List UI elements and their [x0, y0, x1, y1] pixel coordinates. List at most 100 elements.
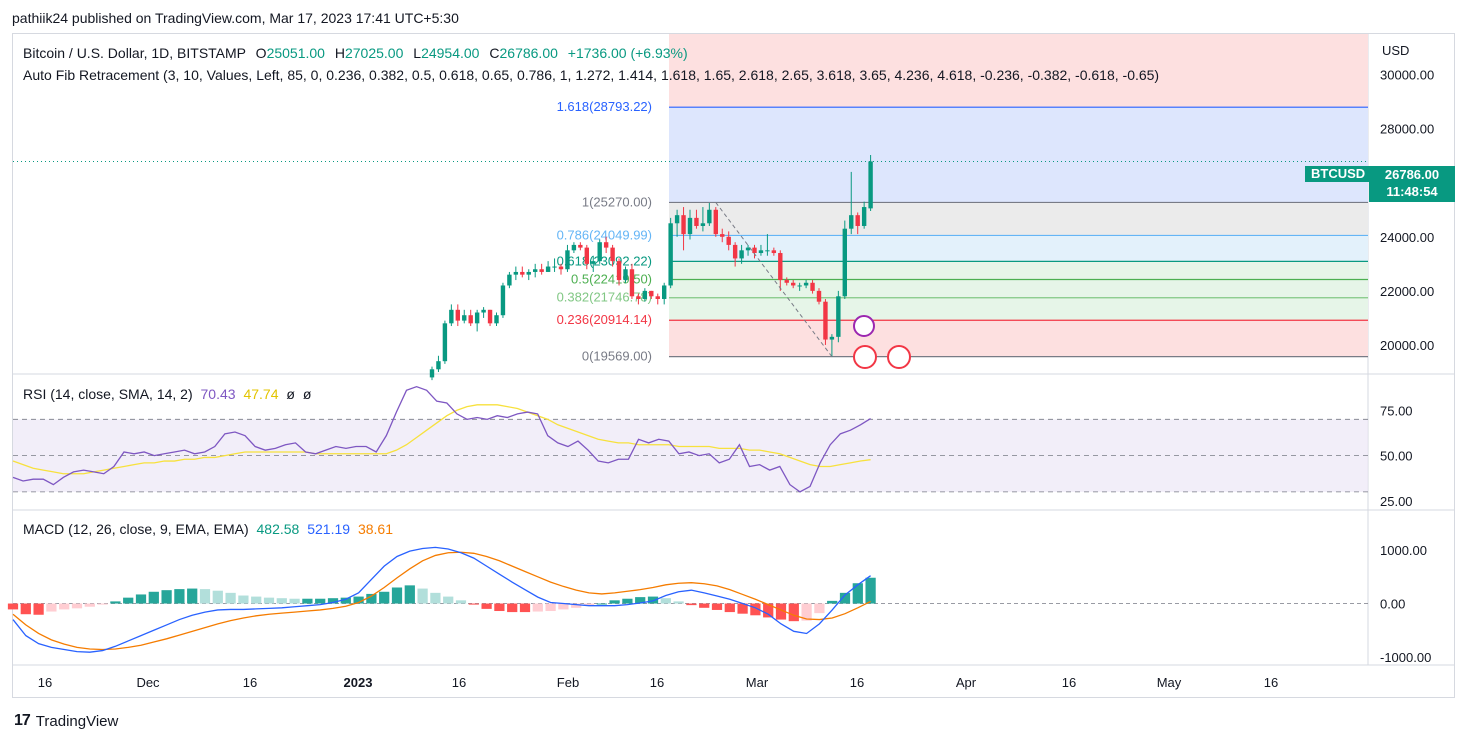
macd-histogram-bar: [481, 603, 492, 609]
macd-histogram-bar: [46, 603, 57, 612]
fib-level-label: 0.5(22419.50): [571, 272, 652, 287]
tradingview-logo-icon: 17: [14, 712, 31, 729]
candle-body: [636, 296, 641, 299]
candle-body: [681, 215, 686, 235]
fib-legend[interactable]: Auto Fib Retracement (3, 10, Values, Lef…: [23, 67, 1160, 83]
macd-hist-value: 482.58: [256, 521, 300, 537]
macd-line: [12, 546, 871, 653]
fib-zone-ext: [669, 107, 1368, 203]
candle-body: [597, 242, 602, 262]
us-flag-event-icon: [853, 345, 877, 369]
candle-body: [778, 253, 783, 281]
open-value: 25051.00: [266, 45, 325, 61]
macd-histogram-bar: [199, 589, 211, 604]
macd-histogram-bar: [123, 597, 134, 604]
fib-level-label: 0.382(21746.78): [557, 290, 652, 305]
currency-label: USD: [1382, 43, 1410, 58]
fib-zone-bottom: [669, 320, 1368, 357]
candle-body: [539, 269, 544, 272]
published-line: pathiik24 published on TradingView.com, …: [12, 10, 459, 26]
candle-body: [803, 282, 809, 286]
chart-frame: [12, 33, 1455, 698]
candle-body: [455, 309, 460, 321]
macd-histogram-bar: [7, 603, 19, 610]
candle-body: [520, 271, 525, 275]
candle-body: [855, 215, 860, 226]
candle-body: [745, 247, 751, 251]
rsi-axis-tick: 50.00: [1380, 449, 1413, 464]
high-label: H: [334, 45, 345, 61]
low-label: L: [413, 45, 422, 61]
price-axis-tick: 22000.00: [1380, 284, 1434, 299]
macd-histogram-bar: [135, 594, 147, 604]
candle-body: [752, 247, 757, 254]
candle-body: [429, 369, 435, 378]
macd-histogram-bar: [647, 596, 659, 604]
candle-body: [468, 315, 473, 324]
macd-histogram-bar: [750, 603, 761, 616]
candle-body: [836, 296, 841, 337]
candle-body: [771, 250, 777, 254]
footer-brand[interactable]: 17 TradingView: [14, 712, 118, 730]
price-axis-tick: 24000.00: [1380, 230, 1434, 245]
close-value: 26786.00: [499, 45, 558, 61]
candle-body: [629, 269, 635, 297]
last-price: 26786.00: [1384, 167, 1440, 182]
fib-level-label: 0.618(23092.22): [557, 253, 652, 268]
macd-histogram-bar: [251, 596, 262, 604]
change-value: +1736.00 (+6.93%): [567, 45, 688, 61]
candle-body: [726, 236, 731, 245]
symbol-badge: BTCUSD: [1305, 166, 1372, 182]
macd-axis-tick: 0.00: [1380, 597, 1405, 612]
candle-body: [578, 244, 583, 248]
candle-body: [513, 271, 519, 275]
candle-body: [623, 269, 628, 281]
candle-body: [507, 274, 512, 286]
macd-legend[interactable]: MACD (12, 26, close, 9, EMA, EMA) 482.58…: [23, 521, 393, 537]
candle-body: [842, 228, 847, 297]
macd-histogram-bar: [71, 603, 83, 609]
price-axis-tick: 28000.00: [1380, 122, 1434, 137]
candle-body: [462, 315, 467, 321]
macd-histogram-bar: [839, 592, 851, 604]
candle-body: [533, 269, 538, 272]
time-axis-tick: 16: [38, 675, 52, 690]
macd-histogram-bar: [174, 589, 185, 604]
macd-histogram-bar: [379, 591, 390, 604]
candle-body: [500, 285, 506, 316]
brand-name: TradingView: [35, 712, 119, 730]
macd-histogram-bar: [814, 603, 825, 614]
macd-histogram-bar: [711, 603, 723, 610]
bar-countdown: 11:48:54: [1386, 184, 1438, 199]
macd-histogram-bar: [366, 593, 377, 604]
candle-body: [739, 250, 744, 259]
macd-histogram-bar: [494, 603, 505, 612]
candle-body: [591, 261, 596, 264]
macd-histogram-bar: [302, 598, 313, 604]
low-value: 24954.00: [421, 45, 480, 61]
macd-axis-tick: 1000.00: [1380, 543, 1427, 558]
candle-body: [668, 223, 673, 286]
fib-zone-618-236: [669, 261, 1368, 321]
macd-histogram-bar: [660, 598, 671, 604]
candle-body: [784, 280, 789, 283]
main-legend[interactable]: Bitcoin / U.S. Dollar, 1D, BITSTAMP O250…: [23, 45, 688, 61]
macd-histogram-bar: [148, 591, 159, 604]
candle-body: [713, 209, 718, 235]
macd-histogram-bar: [212, 590, 223, 604]
time-axis-tick: 16: [243, 675, 257, 690]
macd-histogram-bar: [801, 603, 812, 621]
open-label: O: [255, 45, 267, 61]
candle-body: [571, 244, 577, 251]
candle-body: [649, 290, 654, 297]
rsi-legend[interactable]: RSI (14, close, SMA, 14, 2) 70.43 47.74 …: [23, 386, 311, 402]
time-axis-tick: Dec: [136, 675, 160, 690]
macd-histogram-bar: [33, 603, 44, 615]
high-value: 27025.00: [344, 45, 404, 61]
fib-level-label: 1(25270.00): [582, 194, 652, 209]
candle-body: [823, 301, 828, 340]
macd-histogram-bar: [827, 600, 838, 604]
fib-zone-1-786: [669, 202, 1368, 236]
macd-label: MACD (12, 26, close, 9, EMA, EMA): [23, 521, 249, 537]
